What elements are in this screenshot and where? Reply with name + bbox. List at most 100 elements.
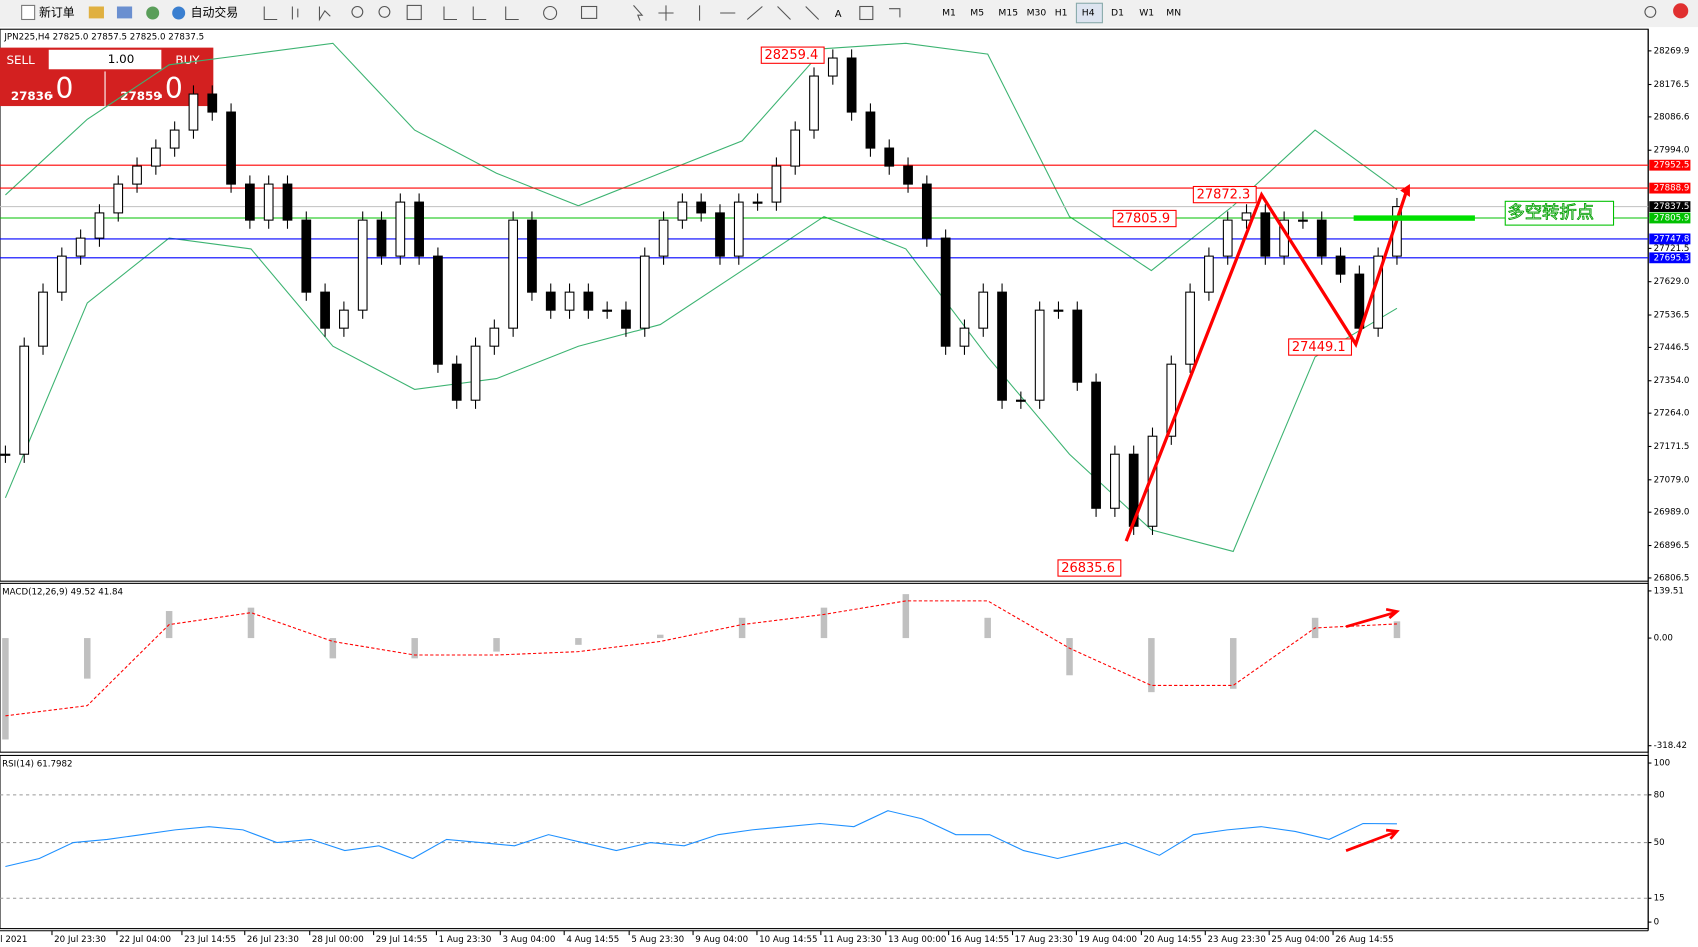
timeframe[interactable]: M5 [970, 7, 984, 18]
timeframe[interactable]: M15 [998, 7, 1018, 18]
candle [903, 165, 913, 185]
icon[interactable] [378, 5, 391, 18]
y-tick-label: 80 [1654, 790, 1665, 800]
candle [301, 219, 312, 293]
candle [527, 219, 537, 293]
timeframe[interactable]: MN [1166, 7, 1181, 18]
new-order-icon[interactable] [21, 4, 36, 21]
y-tick-label: 28269.9 [1654, 46, 1690, 56]
y-tick-label: 26896.5 [1654, 541, 1690, 551]
rsi-arrow [1345, 828, 1400, 852]
icon[interactable] [146, 6, 160, 20]
y-tick-label: 27536.5 [1654, 311, 1690, 321]
annotation: 27805.9 [1116, 212, 1170, 227]
macd-bar [493, 638, 500, 652]
candle [639, 255, 650, 329]
x-tick-label: 26 Aug 14:55 [1335, 935, 1393, 945]
candle [940, 237, 951, 347]
timeframe[interactable]: H4 [1082, 7, 1095, 18]
x-tick-label: 19 Aug 04:00 [1079, 935, 1137, 945]
annotation: 27872.3 [1197, 188, 1251, 203]
candle [263, 183, 274, 221]
timeframe[interactable]: M1 [942, 7, 956, 18]
candle [489, 327, 500, 347]
icon[interactable] [263, 6, 331, 22]
price-panel [0, 28, 1649, 582]
candle [1241, 212, 1252, 221]
icon[interactable] [443, 6, 519, 21]
icon[interactable] [351, 5, 364, 18]
new-order[interactable]: 新订单 [39, 5, 75, 19]
icon[interactable] [633, 5, 820, 21]
sell-pips[interactable]: .0 [47, 72, 74, 105]
x-tick-label: 9 Aug 04:00 [695, 935, 748, 945]
x-tick-label: 22 Jul 04:00 [119, 935, 171, 945]
x-tick-label: 20 Aug 14:55 [1144, 935, 1202, 945]
y-tick-label: 26806.5 [1654, 573, 1690, 583]
lot-input[interactable] [48, 49, 162, 70]
candle [846, 57, 857, 113]
candle [226, 111, 236, 185]
icon[interactable] [88, 6, 104, 19]
candle [339, 309, 349, 329]
icon[interactable] [406, 4, 422, 21]
annotation-box [1057, 559, 1122, 577]
x-tick-label: 1 Aug 23:30 [439, 935, 492, 945]
buy-button[interactable]: BUY [175, 53, 200, 67]
timeframe[interactable]: W1 [1139, 7, 1154, 18]
macd-bar [329, 638, 337, 659]
candle [1204, 255, 1214, 293]
macd-arrow [1345, 608, 1400, 628]
candle [1091, 381, 1101, 509]
timeframe[interactable]: M30 [1027, 7, 1047, 18]
price-level-box [1649, 159, 1691, 171]
notification[interactable] [1673, 3, 1689, 19]
turning-box [1504, 200, 1615, 226]
timeframe[interactable]: D1 [1111, 7, 1124, 18]
auto-trade[interactable]: 自动交易 [191, 5, 239, 19]
search[interactable] [1644, 5, 1657, 18]
macd-bar [1393, 621, 1401, 639]
annotation: 27449.1 [1292, 340, 1346, 355]
sell-button[interactable]: SELL [6, 53, 35, 67]
macd-signal [5, 600, 1397, 717]
candle [884, 147, 895, 167]
turning-bar [1353, 215, 1475, 221]
candle [357, 219, 368, 311]
icon[interactable] [889, 8, 901, 18]
macd-bar [902, 594, 910, 639]
trade-panel: SELL BUY 1.00 27836 .0 27859 .0 [0, 47, 214, 107]
candle [282, 183, 293, 221]
icon[interactable] [543, 5, 558, 21]
buy-pips[interactable]: .0 [156, 72, 183, 105]
timeframe[interactable]: H1 [1055, 7, 1068, 18]
icon[interactable] [116, 6, 133, 19]
turning-point: 多空转折点 [1507, 203, 1594, 223]
candle [1222, 219, 1233, 257]
lot[interactable]: 1.00 [108, 52, 134, 66]
x-tick-label: 3 Aug 04:00 [502, 935, 555, 945]
x-tick-label: 25 Aug 04:00 [1271, 935, 1329, 945]
candle [56, 255, 67, 293]
annotation-box [1192, 185, 1257, 204]
sell-price[interactable]: 27836 [11, 89, 52, 103]
candle [545, 291, 556, 311]
candle [245, 183, 255, 221]
candle [0, 453, 11, 456]
y-tick-label: 50 [1654, 838, 1665, 848]
icon[interactable] [859, 5, 874, 21]
x-tick-label: 29 Jul 14:55 [376, 935, 428, 945]
candle [395, 201, 406, 257]
candle [564, 291, 575, 311]
auto-trade-icon[interactable] [172, 6, 186, 20]
icon[interactable] [580, 5, 598, 19]
annotation-box [1288, 338, 1353, 356]
icon[interactable]: A [835, 9, 842, 20]
buy-price[interactable]: 27859 [120, 89, 161, 103]
x-tick-label: 16 Aug 14:55 [951, 935, 1009, 945]
price-level-label: 27695.3 [1654, 253, 1690, 263]
price-level-box [1649, 201, 1691, 213]
candle [451, 363, 462, 401]
rsi-line [5, 810, 1397, 868]
x-tick-label: 17 Aug 23:30 [1015, 935, 1073, 945]
